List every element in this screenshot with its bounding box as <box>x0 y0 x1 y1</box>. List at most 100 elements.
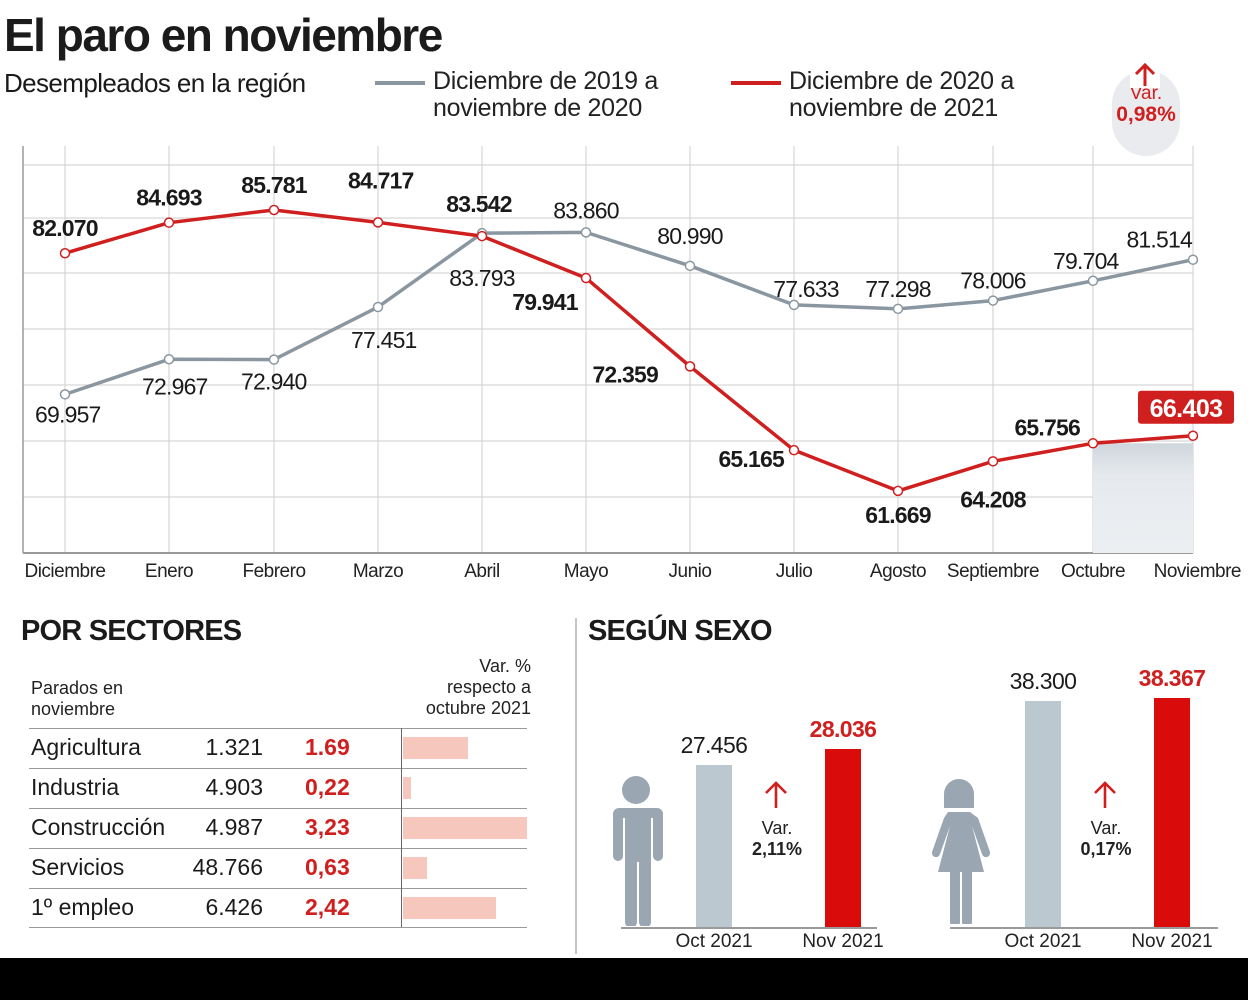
table-bottom-rule <box>29 927 527 928</box>
sex-variation: Var. 2,11% <box>737 818 817 860</box>
sectors-title: POR SECTORES <box>21 615 242 647</box>
gray-label-octubre: 79.704 <box>1053 248 1120 274</box>
legend-label-line1: Diciembre de 2020 a <box>789 67 1014 95</box>
x-tick-noviembre: Noviembre <box>1154 561 1241 582</box>
red-label-mayo: 79.941 <box>512 289 579 315</box>
section-divider <box>575 618 577 954</box>
sex-variation: Var. 0,17% <box>1066 818 1146 860</box>
red-label-enero: 84.693 <box>136 185 202 211</box>
red-label-abril: 83.542 <box>446 191 512 217</box>
sector-variation: 0,63 <box>305 854 350 880</box>
gray-point-mayo <box>580 227 592 238</box>
table-row: Construcción 4.987 3,23 <box>29 808 527 849</box>
sectors-header-left: Parados en noviembre <box>31 678 123 720</box>
red-point-diciembre <box>59 247 71 259</box>
red-label-marzo: 84.717 <box>348 167 414 193</box>
x-tick-febrero: Febrero <box>242 561 305 582</box>
gray-point-enero <box>163 354 175 365</box>
gray-label-noviembre: 81.514 <box>1126 227 1193 253</box>
page-title: El paro en noviembre <box>4 9 443 61</box>
gray-point-octubre <box>1087 275 1099 287</box>
table-row: Industria 4.903 0,22 <box>29 768 527 809</box>
red-label-junio: 72.359 <box>592 361 658 387</box>
gray-label-agosto: 77.298 <box>865 276 931 302</box>
sector-variation-bar <box>403 817 527 839</box>
table-column-divider <box>401 728 402 927</box>
gray-label-mayo: 83.860 <box>553 197 619 223</box>
baseline <box>950 927 1218 929</box>
gray-label-abril: 83.793 <box>449 265 515 291</box>
gray-point-junio <box>684 260 696 272</box>
legend-label-line1: Diciembre de 2019 a <box>433 67 658 95</box>
red-point-febrero <box>268 204 280 216</box>
legend-label-line2: noviembre de 2020 <box>433 94 642 122</box>
highlight-area <box>1093 443 1193 553</box>
baseline <box>621 927 877 929</box>
variation-label: Var. <box>1090 818 1122 838</box>
bar-oct-2021 <box>1025 701 1061 927</box>
bar-nov-2021 <box>825 749 861 927</box>
arrow-up-icon <box>763 780 789 815</box>
red-point-noviembre <box>1187 430 1199 442</box>
gray-point-septiembre <box>987 295 999 306</box>
red-point-abril <box>476 230 488 242</box>
table-row: Servicios 48.766 0,63 <box>29 848 527 889</box>
gray-label-septiembre: 78.006 <box>960 268 1026 294</box>
red-label-febrero: 85.781 <box>241 172 308 198</box>
sector-variation: 3,23 <box>305 814 350 840</box>
bar-category-label: Nov 2021 <box>1131 931 1213 952</box>
line-chart: 69.957 72.967 72.940 77.451 83.793 83.860 80.9… <box>22 146 1242 582</box>
variation-value: 0,98% <box>1116 103 1176 126</box>
header-line: respecto a <box>446 677 531 697</box>
sector-parados: 4.903 <box>205 774 263 800</box>
bar-category-label: Nov 2021 <box>802 931 884 952</box>
arrow-up-icon <box>1092 780 1118 815</box>
chart-subtitle: Desempleados en la región <box>4 68 306 98</box>
gray-label-diciembre: 69.957 <box>35 401 101 427</box>
sex-title: SEGÚN SEXO <box>588 615 773 647</box>
bar-nov-2021 <box>1154 698 1190 927</box>
gray-label-marzo: 77.451 <box>351 327 417 353</box>
gray-point-febrero <box>268 354 280 365</box>
x-tick-septiembre: Septiembre <box>947 561 1039 582</box>
bottom-band <box>0 958 1248 1000</box>
x-tick-julio: Julio <box>776 561 813 582</box>
sector-variation-bar <box>403 857 428 879</box>
gray-label-julio: 77.633 <box>773 276 839 302</box>
arrow-up-icon <box>1130 60 1160 88</box>
sector-name: Agricultura <box>31 734 141 760</box>
sector-name: Industria <box>31 774 120 800</box>
red-point-agosto <box>892 485 904 497</box>
bar-oct-2021 <box>696 765 732 927</box>
variation-label: Var. <box>761 818 793 838</box>
red-point-julio <box>788 444 800 456</box>
x-tick-mayo: Mayo <box>564 561 608 582</box>
series-line-2020-2021 <box>64 208 1194 493</box>
gray-point-marzo <box>372 301 384 313</box>
bar-value-label: 28.036 <box>809 716 877 742</box>
red-point-octubre <box>1087 438 1099 449</box>
red-label-septiembre: 64.208 <box>960 486 1027 512</box>
header-line: Var. % <box>479 656 531 676</box>
x-tick-junio: Junio <box>669 561 712 582</box>
sector-name: Servicios <box>31 854 125 880</box>
variation-label: Var. <box>1129 83 1163 104</box>
sector-variation-bar <box>403 777 412 799</box>
legend-swatch-gray <box>375 81 425 85</box>
header-line: Parados en <box>31 678 124 698</box>
sector-variation-bar <box>403 897 496 919</box>
x-tick-diciembre: Diciembre <box>24 561 105 582</box>
bar-category-label: Oct 2021 <box>1004 931 1082 952</box>
bar-value-label: 38.367 <box>1138 665 1206 691</box>
red-point-septiembre <box>987 456 999 467</box>
x-tick-octubre: Octubre <box>1061 561 1125 582</box>
sector-variation: 2,42 <box>305 894 350 920</box>
table-row: Agricultura 1.321 1.69 <box>29 728 527 769</box>
bar-value-label: 38.300 <box>1009 668 1077 694</box>
sector-parados: 1.321 <box>205 734 263 760</box>
header-line: noviembre <box>31 699 116 719</box>
gray-point-noviembre <box>1187 254 1199 265</box>
sector-name: 1º empleo <box>31 894 135 920</box>
gray-point-diciembre <box>59 389 71 400</box>
red-label-julio: 65.165 <box>718 446 785 472</box>
